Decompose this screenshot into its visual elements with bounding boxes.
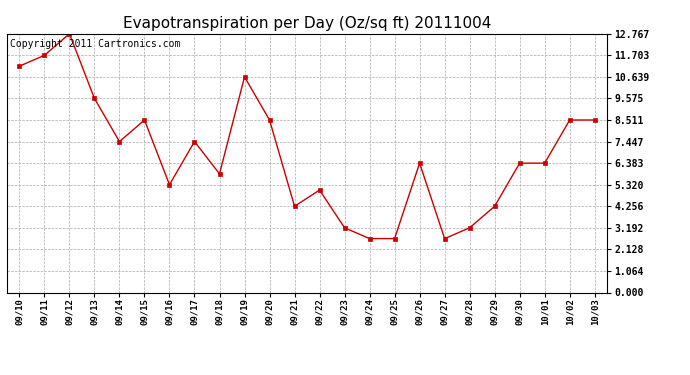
Text: Copyright 2011 Cartronics.com: Copyright 2011 Cartronics.com (10, 39, 180, 49)
Title: Evapotranspiration per Day (Oz/sq ft) 20111004: Evapotranspiration per Day (Oz/sq ft) 20… (123, 16, 491, 31)
